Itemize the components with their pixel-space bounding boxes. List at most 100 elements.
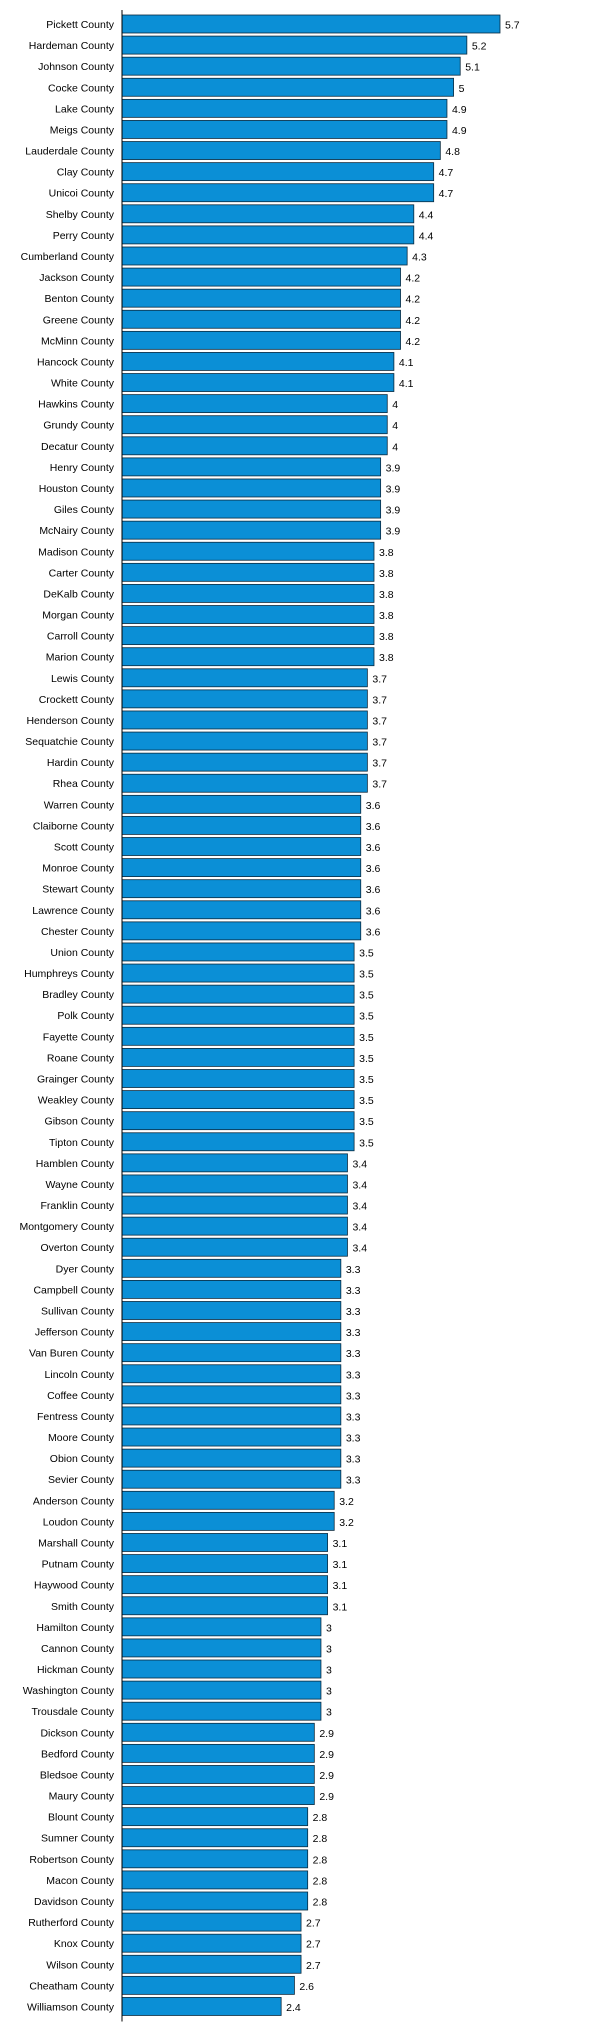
- value-label: 3.4: [352, 1243, 367, 1255]
- value-label: 3.6: [366, 905, 381, 917]
- bar: [121, 773, 368, 793]
- category-label: Robertson County: [29, 1854, 114, 1866]
- value-label: 3.6: [366, 863, 381, 875]
- value-label: 3.3: [346, 1433, 361, 1445]
- value-label: 4.3: [412, 251, 427, 263]
- value-label: 3.1: [333, 1601, 348, 1613]
- bar: [121, 1280, 342, 1299]
- bar: [121, 1469, 342, 1489]
- category-label: Greene County: [43, 314, 115, 326]
- bar: [121, 1048, 355, 1067]
- category-label: Anderson County: [33, 1495, 115, 1507]
- value-label: 2.7: [306, 1939, 321, 1951]
- value-label: 3.7: [372, 758, 387, 770]
- bar: [121, 837, 362, 856]
- bar: [121, 1828, 309, 1848]
- category-label: Carter County: [49, 567, 115, 579]
- category-label: Union County: [50, 947, 114, 959]
- category-label: Obion County: [50, 1453, 115, 1465]
- value-label: 2.9: [319, 1791, 334, 1803]
- bar: [121, 1090, 355, 1109]
- category-label: Putnam County: [42, 1559, 115, 1571]
- category-label: DeKalb County: [43, 588, 114, 600]
- bar: [121, 77, 454, 97]
- value-label: 3.5: [359, 990, 374, 1002]
- bar: [121, 120, 448, 139]
- category-label: Jefferson County: [35, 1327, 115, 1339]
- category-label: Roane County: [47, 1052, 115, 1064]
- category-label: Campbell County: [33, 1284, 114, 1296]
- category-label: Davidson County: [34, 1896, 115, 1908]
- category-label: Hamblen County: [36, 1158, 115, 1170]
- category-label: Madison County: [38, 546, 115, 558]
- bar: [121, 1617, 322, 1637]
- category-label: Washington County: [23, 1685, 115, 1697]
- value-label: 3: [326, 1707, 332, 1719]
- value-labels-layer: 5.7 5.2 5.15 4.9 4.9 4.8 4.7 4.7 4.4 4.4 4.3 4.2 4.2…: [286, 20, 520, 2014]
- category-label: Lawrence County: [32, 905, 114, 917]
- category-label: Marshall County: [38, 1537, 115, 1549]
- value-label: 3.4: [352, 1201, 367, 1213]
- category-label: Grainger County: [37, 1074, 115, 1086]
- category-label: Houston County: [39, 483, 115, 495]
- value-label: 3.3: [346, 1411, 361, 1423]
- value-label: 3.7: [372, 737, 387, 749]
- value-label: 3.5: [359, 1032, 374, 1044]
- bar: [121, 689, 368, 709]
- value-label: 4.4: [419, 230, 434, 242]
- category-label: Blount County: [48, 1812, 115, 1824]
- category-label: Scott County: [54, 842, 115, 854]
- bars-layer: [121, 14, 501, 2016]
- category-label: Hawkins County: [38, 399, 115, 411]
- value-label: 2.8: [313, 1812, 328, 1824]
- value-label: 4.8: [445, 146, 460, 158]
- value-label: 2.8: [313, 1854, 328, 1866]
- category-label: Jackson County: [39, 272, 114, 284]
- bar: [121, 1554, 328, 1573]
- value-label: 3.3: [346, 1306, 361, 1318]
- value-label: 2.6: [299, 1981, 314, 1993]
- bar: [121, 921, 362, 941]
- category-label: Morgan County: [42, 610, 115, 622]
- value-label: 4.2: [406, 315, 421, 327]
- value-label: 4: [392, 399, 398, 411]
- bar: [121, 1765, 315, 1784]
- category-label: Perry County: [53, 230, 115, 242]
- bar: [121, 1659, 322, 1679]
- bar: [121, 520, 382, 540]
- value-label: 3.9: [386, 462, 401, 474]
- category-label: Stewart County: [42, 884, 115, 896]
- value-label: 3.9: [386, 505, 401, 517]
- category-label: Cocke County: [48, 82, 115, 94]
- category-label: Cannon County: [41, 1643, 115, 1655]
- value-label: 3.6: [366, 842, 381, 854]
- value-label: 4.1: [399, 357, 414, 369]
- bar: [121, 1406, 342, 1426]
- value-label: 3.2: [339, 1517, 354, 1529]
- value-label: 3.5: [359, 1137, 374, 1149]
- value-label: 3.6: [366, 821, 381, 833]
- bar: [121, 225, 415, 245]
- category-label: Decatur County: [41, 441, 115, 453]
- category-label: Polk County: [57, 1010, 114, 1022]
- bar: [121, 162, 435, 182]
- bar: [121, 1870, 309, 1890]
- category-label: Tipton County: [49, 1137, 115, 1149]
- bar: [121, 330, 401, 350]
- value-label: 3.3: [346, 1327, 361, 1339]
- category-label: Montgomery County: [19, 1221, 114, 1233]
- bar: [121, 1195, 348, 1215]
- bar: [121, 246, 408, 266]
- bar: [121, 1026, 355, 1046]
- value-label: 2.8: [313, 1875, 328, 1887]
- bar: [121, 1427, 342, 1447]
- category-label: White County: [51, 378, 115, 390]
- bar: [121, 858, 362, 877]
- bar: [121, 1511, 335, 1531]
- category-label: Overton County: [40, 1242, 114, 1254]
- value-label: 3.3: [346, 1348, 361, 1360]
- bar: [121, 626, 375, 646]
- value-label: 4.2: [406, 273, 421, 285]
- category-label: Johnson County: [38, 61, 115, 73]
